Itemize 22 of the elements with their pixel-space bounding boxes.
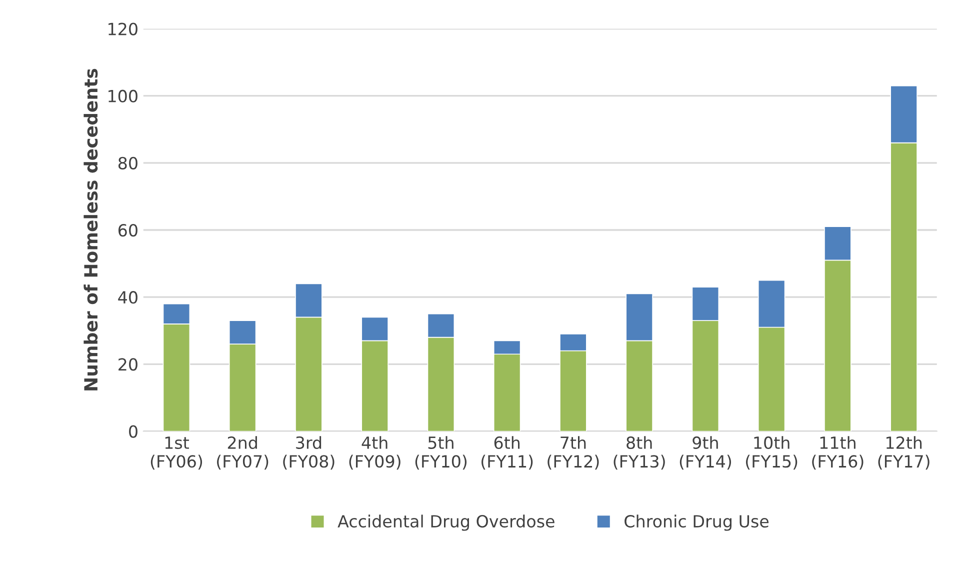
x-tick-label: 1st (FY06) (150, 436, 202, 470)
x-tick-label: 6th (FY11) (482, 436, 533, 470)
y-tick-label: 60 (118, 224, 138, 237)
y-tick-label: 80 (118, 156, 138, 170)
x-tick-label: 12th (FY17) (878, 436, 930, 470)
x-tick-label: 10th (FY15) (746, 436, 798, 470)
legend-label: Accidental Drug Overdose (338, 514, 554, 531)
x-tick-label: 9th (FY14) (680, 436, 732, 470)
x-tick-label: 11th (FY16) (812, 436, 864, 470)
x-tick-label: 3rd (FY08) (283, 436, 334, 470)
y-tick-label: 0 (129, 425, 138, 438)
x-tick-label: 8th (FY13) (614, 436, 665, 470)
x-tick-label: 7th (FY12) (548, 436, 599, 470)
legend-label: Chronic Drug Use (624, 514, 769, 531)
y-tick-label: 40 (118, 291, 138, 304)
x-tick-label: 5th (FY10) (415, 436, 467, 470)
y-tick-label: 100 (108, 90, 138, 102)
x-tick-label: 4th (FY09) (349, 436, 400, 470)
y-tick-label: 120 (108, 22, 138, 36)
x-tick-label: 2nd (FY07) (217, 436, 268, 470)
y-axis-title: Number of Homeless decedents (84, 68, 98, 390)
y-tick-label: 20 (118, 358, 138, 371)
